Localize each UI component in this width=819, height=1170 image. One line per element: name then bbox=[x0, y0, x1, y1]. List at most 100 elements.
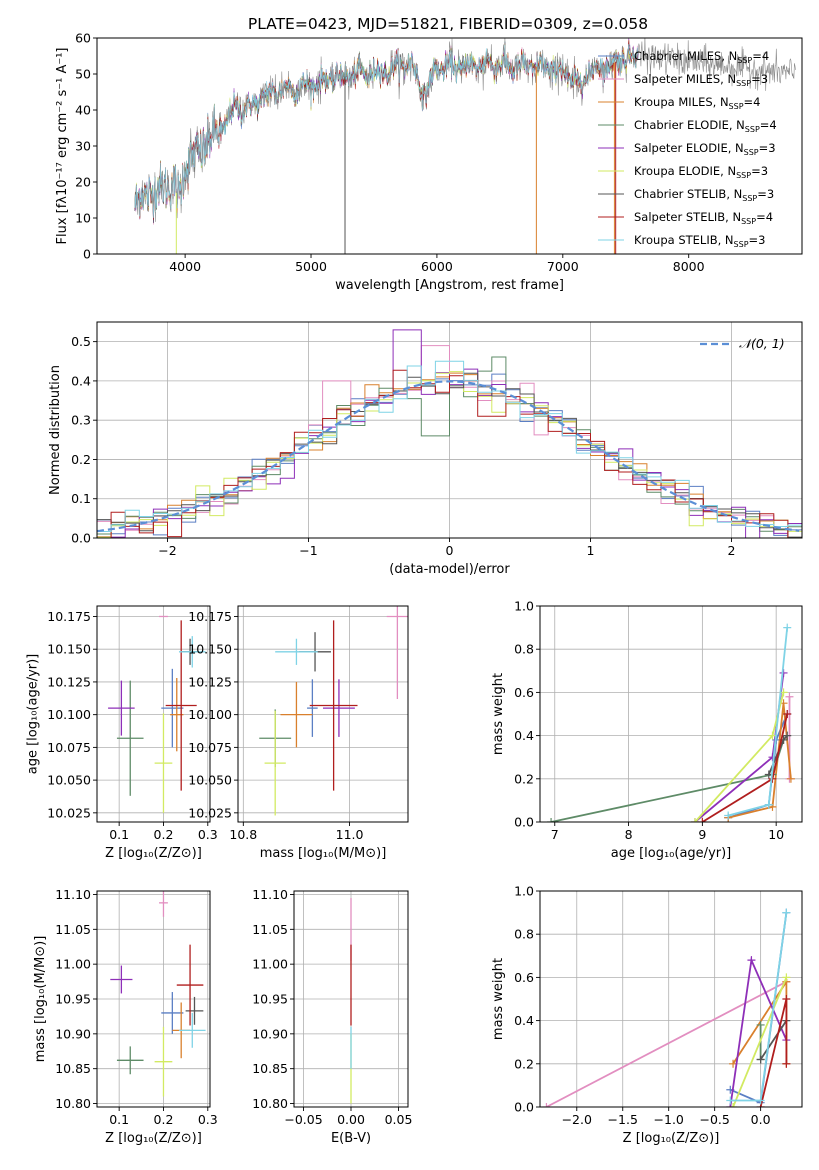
y-tick-label: 10.050 bbox=[47, 773, 91, 788]
errorbar-point bbox=[108, 680, 135, 736]
data-point-marker bbox=[783, 710, 792, 718]
x-tick-label: 0.00 bbox=[337, 1112, 365, 1127]
y-tick-label: 10.175 bbox=[188, 609, 232, 624]
legend-name: Chabrier STELIB, N bbox=[634, 187, 742, 201]
y-tick-label: 10.125 bbox=[47, 674, 91, 689]
x-axis-label: Z [log₁₀(Z/Z⊙)] bbox=[105, 846, 202, 861]
legend-suffix: =4 bbox=[756, 210, 773, 224]
residual-histogram-marks bbox=[97, 329, 802, 538]
x-axis-label: wavelength [Angstrom, rest frame] bbox=[335, 278, 564, 293]
age-vs-Z-plot: 0.1 0.2 0.3 10.025 10.050 10.075 10.100 10.125 1… bbox=[26, 605, 218, 861]
errorbar-point bbox=[386, 606, 408, 699]
y-tick-label: 11.00 bbox=[252, 957, 288, 972]
x-tick-label: 0.1 bbox=[109, 1112, 129, 1127]
y-tick-label: 0.8 bbox=[514, 927, 534, 942]
mass-vs-Z-plot: 0.1 0.2 0.3 10.80 10.85 10.90 10.95 11.00 11.05 1… bbox=[33, 887, 218, 1146]
x-tick-label: 1 bbox=[587, 543, 595, 558]
data-point-marker bbox=[782, 995, 791, 1003]
y-tick-label: 10.075 bbox=[47, 740, 91, 755]
histogram-legend: 𝒩(0, 1) bbox=[700, 336, 785, 351]
y-tick-label: 10.80 bbox=[55, 1096, 91, 1111]
y-axis-label: mass weight bbox=[491, 673, 506, 755]
mass-vs-Z-marks bbox=[110, 891, 206, 1097]
legend-entry: 𝒩(0, 1) bbox=[739, 336, 785, 351]
data-point-marker bbox=[547, 818, 556, 822]
x-axis-label: Z [log₁₀(Z/Z⊙)] bbox=[623, 1131, 720, 1146]
legend-suffix: =4 bbox=[744, 95, 761, 109]
legend-entry: Chabrier MILES, NSSP=4 bbox=[634, 49, 769, 65]
x-axis-label: (data-model)/error bbox=[389, 562, 510, 577]
legend-name: Salpeter ELODIE, N bbox=[634, 141, 744, 155]
y-tick-label: 0.2 bbox=[71, 452, 91, 467]
residual-histogram-plot: −2 −1 0 1 2 0.0 0.1 0.2 0.3 0.4 0.5 (data-model)/er… bbox=[48, 321, 803, 577]
data-point-marker bbox=[756, 1020, 765, 1029]
legend-subscript: SSP bbox=[736, 79, 751, 88]
mass-weight-series bbox=[732, 977, 788, 1107]
legend-name: Salpeter MILES, N bbox=[634, 72, 736, 86]
x-tick-label: −2.0 bbox=[562, 1112, 592, 1127]
x-tick-label: 4000 bbox=[169, 259, 201, 274]
legend-suffix: =4 bbox=[760, 118, 777, 132]
y-tick-label: 0.0 bbox=[71, 531, 91, 546]
errorbar-point bbox=[116, 1046, 144, 1075]
y-tick-label: 0.6 bbox=[514, 970, 534, 985]
legend-subscript: SSP bbox=[734, 240, 749, 249]
y-tick-label: 1.0 bbox=[514, 599, 534, 614]
y-tick-label: 0.5 bbox=[71, 334, 91, 349]
legend-entry: Kroupa MILES, NSSP=4 bbox=[634, 95, 760, 111]
y-tick-label: 40 bbox=[75, 103, 91, 118]
x-tick-label: 0.2 bbox=[154, 1112, 174, 1127]
data-point-marker bbox=[764, 800, 773, 809]
y-axis-label: mass [log₁₀(M/M⊙)] bbox=[33, 936, 48, 1063]
y-tick-label: 0.0 bbox=[514, 815, 534, 830]
legend-suffix: =3 bbox=[759, 141, 776, 155]
y-axis-label: Normed distribution bbox=[48, 365, 63, 495]
massweight-vs-age-frame bbox=[539, 605, 803, 823]
spectrum-marks bbox=[134, 38, 796, 254]
errorbar-point bbox=[280, 681, 313, 748]
y-tick-label: 10.90 bbox=[252, 1026, 288, 1041]
errorbar-point bbox=[275, 638, 318, 665]
y-tick-label: 10.050 bbox=[188, 773, 232, 788]
y-tick-label: 10.150 bbox=[188, 642, 232, 657]
y-tick-label: 0.3 bbox=[71, 413, 91, 428]
x-tick-label: 0.3 bbox=[198, 827, 218, 842]
data-point-marker bbox=[698, 818, 707, 822]
y-tick-label: 10.95 bbox=[252, 992, 288, 1007]
errorbar-point bbox=[307, 679, 318, 737]
y-tick-label: 0.8 bbox=[514, 642, 534, 657]
errorbar-point bbox=[159, 891, 168, 917]
legend-name: Kroupa STELIB, N bbox=[634, 233, 734, 247]
y-axis-label: age [log₁₀(age/yr)] bbox=[26, 654, 41, 775]
y-axis-label: mass weight bbox=[491, 958, 506, 1040]
y-tick-label: 30 bbox=[75, 139, 91, 154]
age-vs-Z-frame bbox=[96, 605, 211, 823]
massweight-vs-age-plot: 7 8 9 10 0.0 0.2 0.4 0.6 0.8 1.0 age [log₁₀(age/yr… bbox=[491, 599, 803, 861]
y-tick-label: 11.10 bbox=[252, 887, 288, 902]
data-point-marker bbox=[690, 818, 699, 822]
mass-vs-Z-grid bbox=[97, 891, 210, 1107]
legend-entry: Salpeter MILES, NSSP=3 bbox=[634, 72, 768, 88]
data-point-marker bbox=[768, 753, 777, 762]
x-tick-label: 5000 bbox=[295, 259, 327, 274]
y-tick-label: 11.10 bbox=[55, 887, 91, 902]
legend-subscript: SSP bbox=[736, 171, 751, 180]
legend-entry: Salpeter ELODIE, NSSP=3 bbox=[634, 141, 776, 157]
legend-name: Kroupa ELODIE, N bbox=[634, 164, 736, 178]
data-point-marker bbox=[756, 1096, 765, 1105]
x-axis-label: age [log₁₀(age/yr)] bbox=[611, 846, 732, 861]
legend-name: Chabrier ELODIE, N bbox=[634, 118, 745, 132]
data-point-marker bbox=[782, 908, 791, 917]
age-vs-mass-plot: 10.8 11.0 10.025 10.050 10.075 10.100 10.125 10… bbox=[188, 605, 409, 861]
age-vs-mass-marks bbox=[259, 606, 408, 816]
y-tick-label: 10 bbox=[75, 211, 91, 226]
y-tick-label: 0.4 bbox=[514, 728, 534, 743]
legend-suffix: =3 bbox=[751, 72, 768, 86]
legend-subscript: SSP bbox=[741, 217, 756, 226]
x-tick-label: −2 bbox=[158, 543, 176, 558]
legend-subscript: SSP bbox=[742, 194, 757, 203]
x-tick-label: −0.05 bbox=[284, 1112, 322, 1127]
errorbar-point bbox=[110, 965, 133, 994]
x-tick-label: 0.0 bbox=[751, 1112, 771, 1127]
